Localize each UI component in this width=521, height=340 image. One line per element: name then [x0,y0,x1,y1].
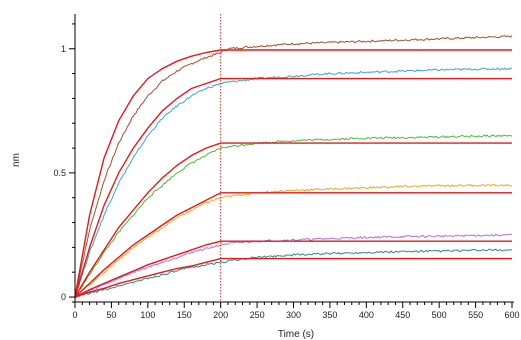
y-ticks: 00.51 [53,23,75,302]
x-tick-label: 100 [140,310,155,320]
fit-curve-line [74,240,512,298]
x-tick-label: 150 [177,310,192,320]
y-tick-label: 0 [61,292,66,302]
plot-area [74,14,513,302]
y-axis-label: nm [11,153,22,167]
fit-curve-line [74,257,512,298]
fit-curve-line [74,142,512,298]
fit-curve-line [74,192,512,298]
x-tick-label: 300 [286,310,301,320]
y-tick-label: 1 [61,44,66,54]
x-tick-label: 500 [432,310,447,320]
x-tick-label: 250 [250,310,265,320]
x-tick-label: 0 [72,310,77,320]
data-series-line [74,134,513,298]
y-tick-label: 0.5 [53,168,66,178]
x-tick-label: 350 [322,310,337,320]
x-tick-label: 200 [213,310,228,320]
data-series-line [74,233,512,298]
x-ticks: 0 50 100 150 200 250 300 350 400 450 500 550 600 [72,302,520,320]
data-series-line [74,183,513,299]
fit-lines [74,49,512,298]
data-series-line [74,248,512,299]
x-tick-label: 400 [359,310,374,320]
x-tick-label: 50 [106,310,116,320]
axes: 0 50 100 150 200 250 300 350 400 450 500 550 600 00.… [53,14,520,320]
data-series-line [74,67,513,299]
x-tick-label: 450 [395,310,410,320]
x-tick-label: 550 [468,310,483,320]
x-tick-label: 600 [504,310,519,320]
fit-curve-line [74,77,512,298]
fit-curve-line [74,49,512,298]
x-axis-label: Time (s) [278,329,314,340]
data-series-line [74,35,513,298]
series-lines [74,35,513,299]
